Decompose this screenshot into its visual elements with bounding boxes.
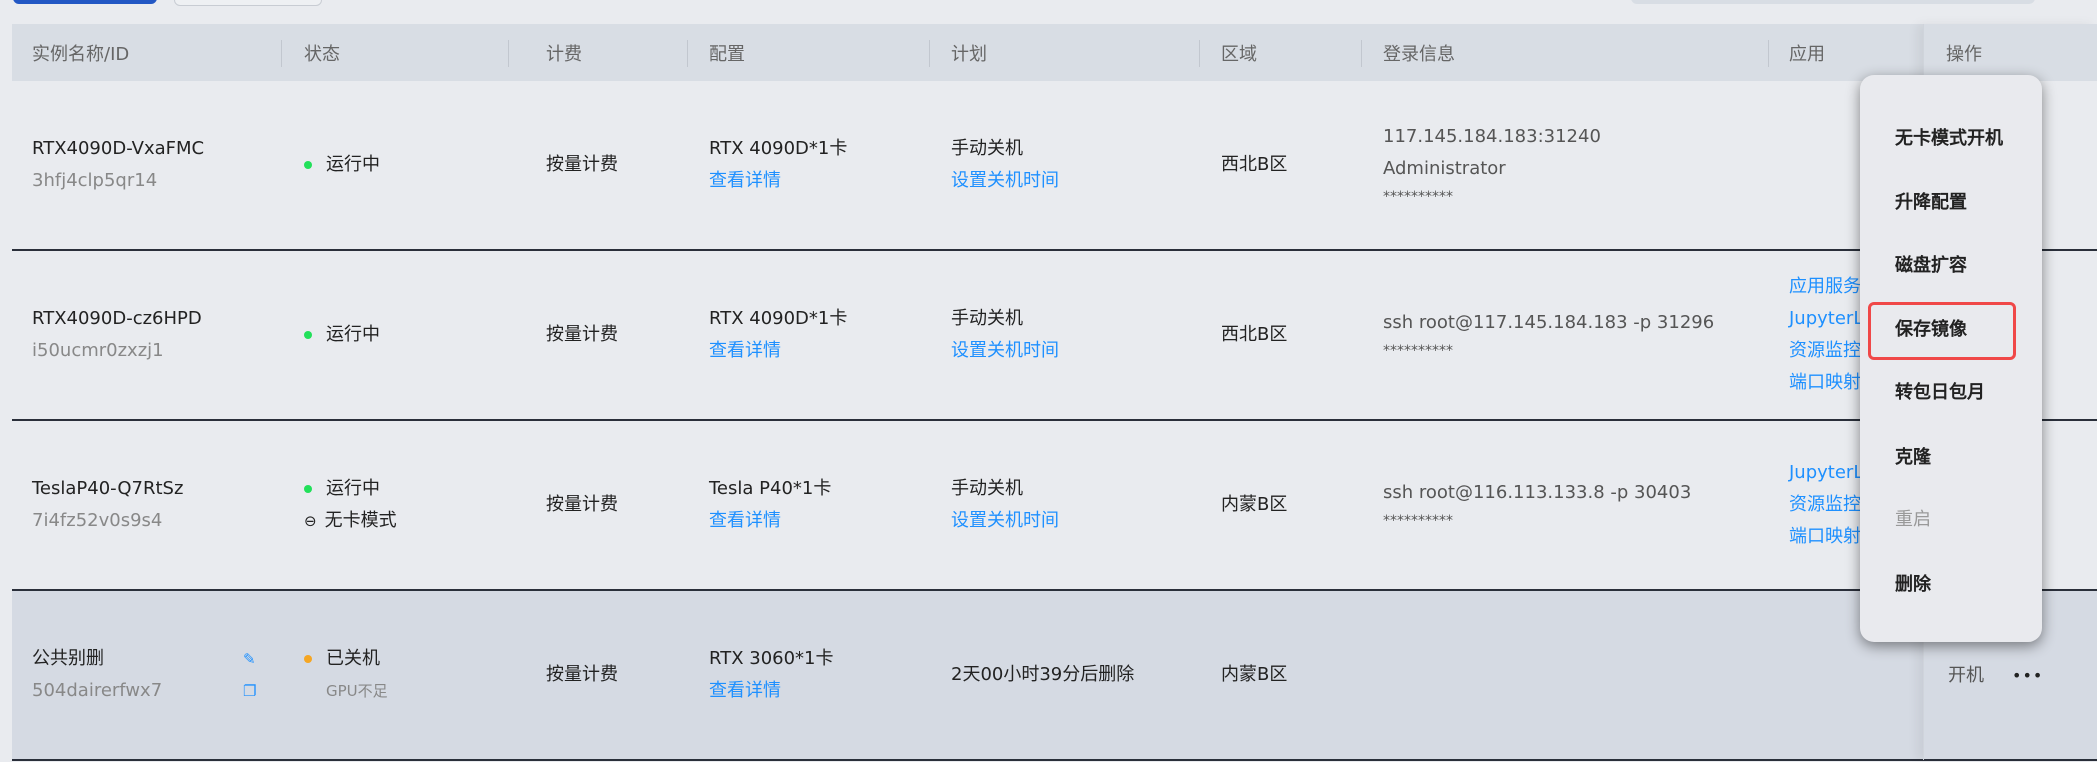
column-divider	[508, 40, 509, 67]
instance-id: 3hfj4clp5qr14	[32, 170, 158, 191]
status-dot	[304, 485, 312, 493]
instance-name: RTX4090D-VxaFMC	[32, 138, 205, 159]
login-info: 117.145.184.183:31240	[1383, 126, 1601, 147]
app-link[interactable]: 端口映射	[1789, 526, 1861, 547]
more-icon[interactable]: •••	[2012, 665, 2044, 685]
header-col-1[interactable]: 状态	[304, 43, 340, 65]
instance-name: TeslaP40-Q7RtSz	[32, 478, 184, 499]
view-details-link[interactable]: 查看详情	[709, 680, 781, 701]
app-link[interactable]: 资源监控	[1789, 340, 1861, 361]
header-col-0[interactable]: 实例名称/ID	[32, 43, 130, 65]
status-text: 运行中	[326, 478, 380, 499]
primary-button[interactable]	[13, 0, 157, 4]
table-row[interactable]	[12, 81, 2097, 251]
region: 内蒙B区	[1221, 664, 1288, 685]
config: RTX 3060*1卡	[709, 648, 834, 669]
app-link[interactable]: 应用服务	[1789, 276, 1861, 297]
instance-name: RTX4090D-cz6HPD	[32, 308, 202, 329]
set-shutdown-link[interactable]: 设置关机时间	[951, 170, 1059, 191]
region: 西北B区	[1221, 324, 1288, 345]
column-divider	[929, 40, 930, 67]
login-info: **********	[1383, 189, 1453, 205]
menu-item[interactable]: 无卡模式开机	[1895, 128, 2003, 149]
menu-item[interactable]: 转包日包月	[1895, 382, 1985, 403]
set-shutdown-link[interactable]: 设置关机时间	[951, 510, 1059, 531]
login-info: Administrator	[1383, 158, 1506, 179]
column-divider	[1361, 40, 1362, 67]
column-divider	[281, 40, 282, 67]
view-details-link[interactable]: 查看详情	[709, 170, 781, 191]
plan: 手动关机	[951, 478, 1023, 499]
set-shutdown-link[interactable]: 设置关机时间	[951, 340, 1059, 361]
column-divider	[1768, 40, 1769, 67]
status-text: 运行中	[326, 154, 380, 175]
power-on-button[interactable]: 开机	[1948, 664, 1984, 686]
status-sub: GPU不足	[326, 682, 388, 700]
table-row[interactable]	[12, 251, 2097, 421]
status-dot	[304, 331, 312, 339]
login-info: **********	[1383, 343, 1453, 359]
table-row[interactable]	[12, 591, 2097, 761]
billing: 按量计费	[546, 494, 618, 515]
table-header	[12, 24, 2097, 81]
status-dot	[304, 655, 312, 663]
login-info: ssh root@117.145.184.183 -p 31296	[1383, 312, 1715, 333]
column-divider	[687, 40, 688, 67]
region: 内蒙B区	[1221, 494, 1288, 515]
instance-name: 公共别删	[32, 648, 104, 669]
secondary-button[interactable]	[174, 0, 322, 6]
plan: 手动关机	[951, 308, 1023, 329]
billing: 按量计费	[546, 324, 618, 345]
status-dot	[304, 161, 312, 169]
instance-id: i50ucmr0zxzj1	[32, 340, 164, 361]
column-divider	[1199, 40, 1200, 67]
no-card-icon: ⊖	[304, 512, 317, 530]
view-details-link[interactable]: 查看详情	[709, 510, 781, 531]
header-col-3[interactable]: 配置	[709, 43, 745, 65]
edit-icon[interactable]: ✎	[243, 650, 256, 668]
config: RTX 4090D*1卡	[709, 308, 848, 329]
header-col-2[interactable]: 计费	[546, 43, 582, 65]
instance-id: 504dairerfwx7	[32, 680, 163, 701]
login-info: **********	[1383, 513, 1453, 529]
config: RTX 4090D*1卡	[709, 138, 848, 159]
header-col-6[interactable]: 登录信息	[1383, 43, 1455, 65]
login-info: ssh root@116.113.133.8 -p 30403	[1383, 482, 1692, 503]
highlight-box	[1868, 302, 2016, 360]
menu-item[interactable]: 磁盘扩容	[1895, 255, 1967, 276]
app-link[interactable]: 资源监控	[1789, 494, 1861, 515]
status-text: 已关机	[326, 648, 380, 669]
app-link[interactable]: 端口映射	[1789, 372, 1861, 393]
menu-item[interactable]: 保存镜像	[1895, 319, 1967, 340]
plan: 手动关机	[951, 138, 1023, 159]
header-col-5[interactable]: 区域	[1221, 43, 1257, 65]
config: Tesla P40*1卡	[709, 478, 832, 499]
status-sub: 无卡模式	[324, 510, 397, 531]
header-col-7[interactable]: 应用	[1789, 43, 1825, 65]
menu-item[interactable]: 删除	[1895, 574, 1931, 595]
header-col-4[interactable]: 计划	[951, 43, 987, 65]
plan: 2天00小时39分后删除	[951, 664, 1135, 685]
view-details-link[interactable]: 查看详情	[709, 340, 781, 361]
region: 西北B区	[1221, 154, 1288, 175]
menu-item[interactable]: 克隆	[1895, 447, 1931, 468]
status-text: 运行中	[326, 324, 380, 345]
menu-item: 重启	[1895, 509, 1931, 530]
billing: 按量计费	[546, 154, 618, 175]
menu-item[interactable]: 升降配置	[1895, 192, 1967, 213]
copy-icon[interactable]: ❐	[243, 682, 257, 700]
table-row[interactable]	[12, 421, 2097, 591]
header-actions: 操作	[1946, 43, 1982, 65]
instance-id: 7i4fz52v0s9s4	[32, 510, 163, 531]
billing: 按量计费	[546, 664, 618, 685]
search-input[interactable]	[1631, 0, 2035, 4]
